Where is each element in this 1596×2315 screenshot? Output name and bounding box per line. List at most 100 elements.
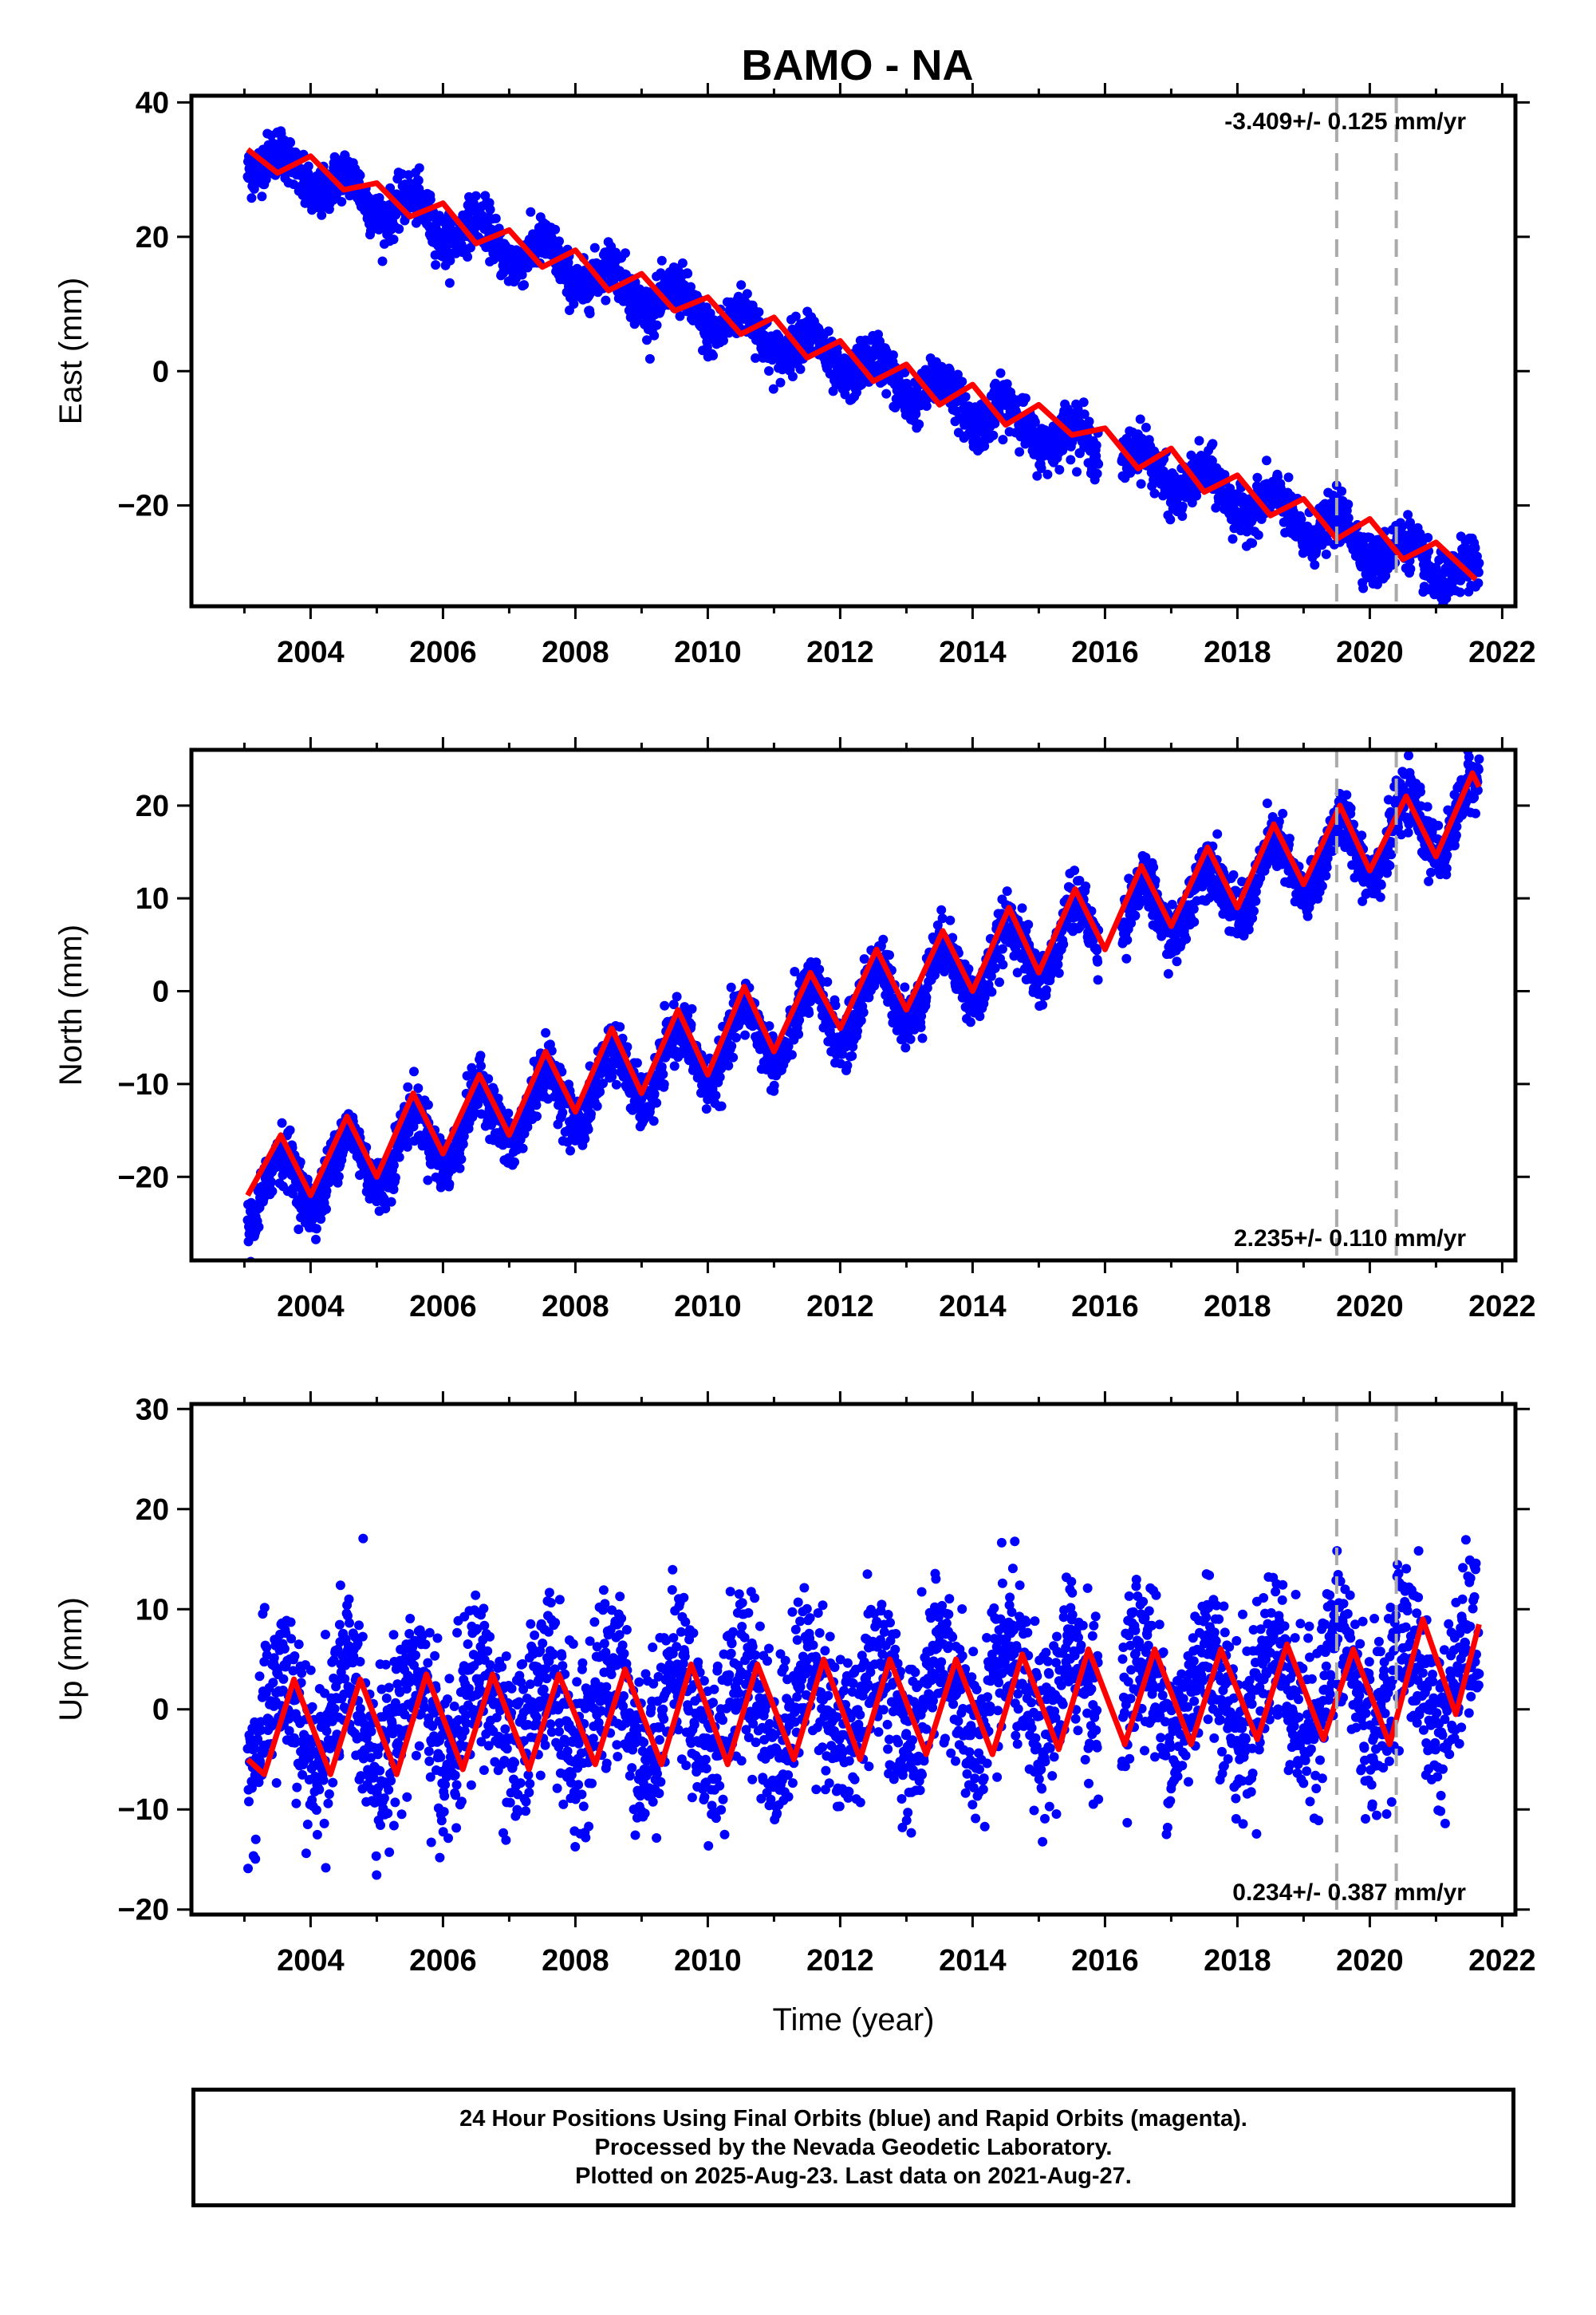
east-rate-label: -3.409+/- 0.125 mm/yr	[1224, 108, 1466, 135]
north-point	[311, 1234, 321, 1244]
east-point	[585, 309, 595, 318]
east-point	[854, 369, 865, 379]
north-observations	[242, 750, 1484, 1260]
north-point	[652, 1098, 662, 1108]
east-x-tick-label: 2014	[939, 636, 1007, 669]
east-point	[1036, 463, 1046, 473]
north-point	[483, 1074, 494, 1084]
north-point	[254, 1222, 264, 1232]
north-point	[489, 1086, 499, 1095]
north-point	[905, 1034, 916, 1044]
east-point	[1208, 439, 1218, 449]
east-point	[656, 255, 667, 266]
north-point	[885, 950, 894, 960]
east-point	[1283, 472, 1294, 483]
north-point	[740, 1030, 751, 1040]
north-point	[842, 1060, 853, 1071]
north-point	[436, 1180, 447, 1190]
north-point	[687, 1004, 697, 1014]
north-point	[786, 1050, 797, 1060]
north-point	[701, 1104, 711, 1114]
east-point	[1054, 464, 1065, 475]
east-point	[554, 236, 564, 246]
east-x-tick-label: 2012	[806, 636, 874, 669]
north-point	[716, 1101, 727, 1111]
east-point	[1032, 471, 1042, 481]
east-point	[790, 311, 801, 321]
east-point	[652, 320, 662, 330]
panel-east: 2004 2006 2008 2010 2012 2014 2016 2018 2020 2022…	[53, 83, 1536, 669]
north-point	[541, 1027, 551, 1038]
east-point	[1337, 486, 1347, 496]
east-point	[1252, 472, 1263, 483]
east-point	[960, 392, 971, 402]
east-point	[1358, 583, 1369, 594]
north-point	[467, 1063, 477, 1073]
north-point	[558, 1107, 568, 1118]
panel-north: 2004 2006 2008 2010 2012 2014 2016 2018 2020 2022…	[53, 737, 1536, 1323]
east-point	[485, 204, 495, 215]
north-point	[462, 1071, 472, 1081]
east-x-tick-label: 2010	[674, 636, 742, 669]
north-point	[711, 1090, 721, 1101]
east-point	[388, 235, 399, 245]
north-point	[518, 1143, 528, 1154]
north-point	[728, 1052, 739, 1063]
north-point	[444, 1179, 455, 1189]
east-point	[1066, 455, 1076, 465]
north-point	[726, 982, 736, 992]
north-point	[658, 1069, 668, 1079]
east-point	[642, 335, 652, 345]
north-point	[386, 1197, 396, 1207]
north-point	[632, 1058, 642, 1068]
east-point	[519, 280, 529, 290]
east-point	[394, 224, 404, 234]
east-point	[480, 191, 491, 201]
north-point	[294, 1225, 304, 1234]
east-point	[775, 377, 786, 388]
north-point	[409, 1067, 419, 1077]
east-point	[677, 258, 688, 268]
north-point	[532, 1111, 542, 1122]
east-y-tick-label: −20	[118, 490, 169, 523]
east-point	[787, 372, 798, 381]
east-x-tick-label: 2020	[1336, 636, 1404, 669]
east-point	[444, 278, 455, 288]
east-point	[1220, 470, 1230, 480]
east-point	[649, 330, 660, 341]
north-point	[531, 1100, 542, 1110]
east-point	[1310, 560, 1320, 570]
north-point	[858, 1008, 869, 1018]
north-point	[764, 1021, 774, 1031]
east-point	[911, 409, 921, 419]
east-point	[995, 368, 1006, 378]
east-point	[686, 282, 696, 292]
east-point	[471, 191, 481, 201]
north-point	[380, 1204, 391, 1213]
east-point	[768, 384, 778, 394]
east-point	[589, 243, 600, 253]
east-point	[1094, 459, 1104, 469]
north-point	[476, 1061, 486, 1071]
north-point	[830, 1000, 841, 1011]
north-point	[316, 1214, 326, 1225]
north-point	[678, 1048, 688, 1059]
east-point	[675, 311, 685, 321]
east-point	[881, 388, 892, 399]
north-point	[668, 1000, 679, 1010]
north-point	[660, 1000, 670, 1011]
east-point	[1194, 436, 1204, 446]
east-point	[425, 195, 435, 205]
north-point	[822, 976, 833, 987]
north-point	[586, 1109, 596, 1119]
east-point	[431, 260, 441, 270]
east-point	[708, 350, 718, 361]
east-point	[795, 364, 806, 374]
east-point	[374, 193, 384, 203]
east-point	[246, 193, 257, 203]
north-point	[723, 1060, 734, 1071]
north-point	[333, 1171, 344, 1181]
east-point	[1343, 499, 1354, 510]
east-x-tick-label: 2008	[542, 636, 609, 669]
east-point	[337, 196, 347, 207]
